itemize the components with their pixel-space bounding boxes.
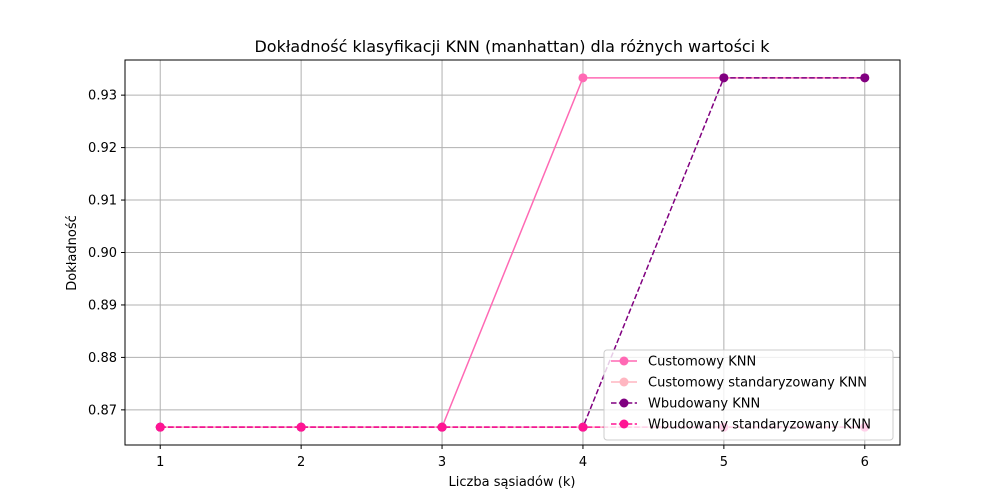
x-tick-label: 4 bbox=[579, 455, 587, 470]
x-axis: 1 2 3 4 5 6 bbox=[156, 445, 869, 470]
y-tick-label: 0.92 bbox=[88, 141, 117, 156]
legend-marker-3 bbox=[619, 398, 629, 408]
y-tick-label: 0.91 bbox=[88, 194, 117, 209]
series-3-point bbox=[860, 73, 870, 83]
x-tick-label: 6 bbox=[861, 455, 869, 470]
x-tick-label: 2 bbox=[297, 455, 305, 470]
series-4-point bbox=[155, 422, 165, 432]
legend-box bbox=[603, 349, 894, 441]
legend-label-3: Wbudowany KNN bbox=[648, 397, 760, 412]
x-tick-label: 1 bbox=[156, 455, 164, 470]
series-4-point bbox=[578, 422, 588, 432]
chart-title: Dokładność klasyfikacji KNN (manhattan) … bbox=[254, 37, 770, 56]
y-tick-label: 0.93 bbox=[88, 89, 117, 104]
legend-marker-4 bbox=[619, 419, 629, 429]
y-tick-label: 0.88 bbox=[88, 351, 117, 366]
y-tick-label: 0.90 bbox=[88, 246, 117, 261]
legend-label-4: Wbudowany standaryzowany KNN bbox=[648, 418, 871, 433]
x-tick-label: 5 bbox=[720, 455, 728, 470]
legend-label-1: Customowy KNN bbox=[648, 355, 756, 370]
series-1-point bbox=[578, 73, 588, 83]
series-4-point bbox=[437, 422, 447, 432]
y-tick-label: 0.89 bbox=[88, 298, 117, 313]
y-tick-label: 0.87 bbox=[88, 403, 117, 418]
x-axis-title: Liczba sąsiadów (k) bbox=[449, 475, 576, 490]
y-axis-title: Dokładność bbox=[65, 215, 80, 291]
legend-marker-1 bbox=[619, 356, 629, 366]
legend-marker-2 bbox=[619, 377, 629, 387]
x-tick-label: 3 bbox=[438, 455, 446, 470]
legend-label-2: Customowy standaryzowany KNN bbox=[648, 376, 867, 391]
legend: Customowy KNN Customowy standaryzowany KN… bbox=[603, 349, 894, 441]
series-3-point bbox=[719, 73, 729, 83]
y-axis: 0.87 0.88 0.89 0.90 0.91 0.92 0.93 bbox=[88, 89, 125, 418]
series-4-point bbox=[296, 422, 306, 432]
